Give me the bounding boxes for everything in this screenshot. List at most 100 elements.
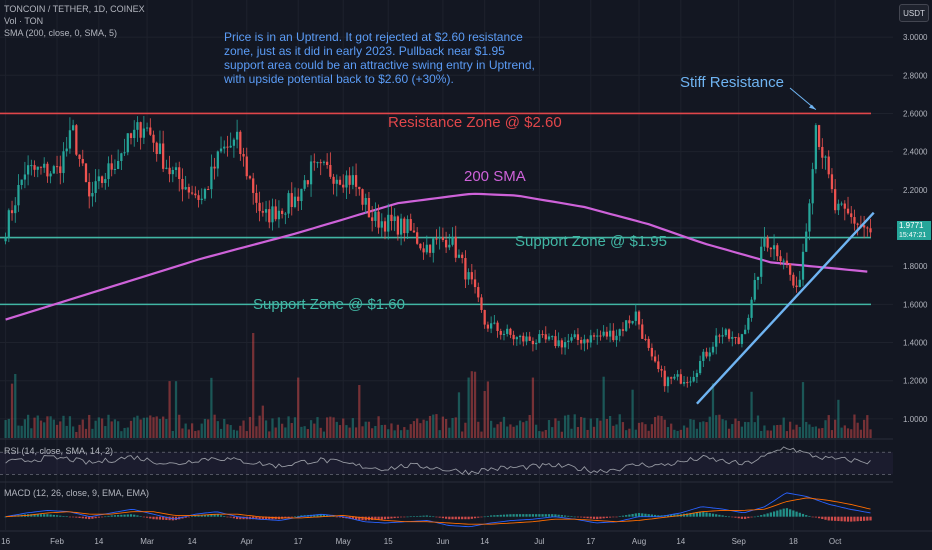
candle-body	[441, 237, 445, 240]
volume-bar	[313, 423, 316, 438]
candle-body	[149, 127, 152, 135]
candle-body	[496, 322, 499, 331]
macd-histogram-bar	[242, 516, 245, 520]
candle-body	[358, 186, 361, 190]
macd-histogram-bar	[342, 516, 345, 518]
candle-body	[84, 163, 88, 183]
price-axis-background	[893, 0, 932, 550]
candle-body	[203, 189, 207, 199]
macd-histogram-bar	[207, 514, 210, 517]
volume-bar	[245, 431, 248, 438]
candle-body	[785, 260, 789, 264]
macd-histogram-bar	[618, 516, 621, 517]
candle-body	[390, 214, 393, 222]
macd-histogram-bar	[621, 515, 625, 517]
candle-body	[419, 243, 422, 249]
candlesticks[interactable]	[4, 115, 872, 393]
candle-body	[316, 162, 319, 164]
macd-histogram-bar	[776, 510, 779, 517]
candle-body	[10, 210, 14, 214]
candle-body	[760, 246, 763, 277]
macd-histogram-bar	[36, 514, 39, 517]
macd-histogram-bar	[297, 515, 300, 517]
time-tick-label: Apr	[241, 537, 254, 546]
rsi-legend[interactable]: RSI (14, close, SMA, 14, 2)	[4, 446, 114, 456]
candle-body	[120, 153, 123, 161]
candle-body	[821, 146, 824, 158]
volume-bar	[489, 420, 493, 438]
volume-bar	[10, 383, 14, 438]
macd-histogram-bar	[184, 516, 187, 518]
macd-histogram-bar	[441, 516, 445, 519]
volume-bar	[39, 420, 43, 438]
candle-body	[602, 331, 605, 336]
macd-histogram-bar	[165, 516, 168, 520]
candle-body	[628, 320, 631, 324]
candle-body	[448, 244, 451, 248]
macd-histogram-bar	[493, 515, 496, 517]
candle-body	[798, 279, 801, 288]
volume-bar	[361, 426, 364, 438]
candle-body	[531, 340, 535, 345]
volume-bar	[814, 426, 817, 438]
volume-bar	[216, 421, 219, 438]
macd-legend[interactable]: MACD (12, 26, close, 9, EMA, EMA)	[4, 488, 150, 498]
volume-bar	[383, 424, 387, 438]
volume-legend[interactable]: Vol · TON	[4, 16, 44, 26]
volume-bar	[740, 426, 744, 438]
macd-histogram-bar	[644, 513, 647, 517]
volume-bar	[634, 429, 637, 438]
candle-body	[332, 176, 335, 184]
candle-body	[657, 361, 660, 370]
macd-histogram-bar	[335, 516, 338, 518]
sma-legend[interactable]: SMA (200, close, 0, SMA, 5)	[4, 28, 118, 38]
macd-histogram-bar	[419, 515, 422, 517]
volume-bar	[65, 425, 68, 438]
uptrend-line	[696, 211, 875, 405]
currency-button[interactable]: USDT	[899, 4, 929, 22]
time-tick-label: 16	[1, 537, 10, 546]
volume-bar	[708, 416, 711, 438]
macd-histogram-bar	[358, 516, 361, 520]
candle-body	[715, 335, 718, 347]
candle-body	[117, 160, 120, 169]
macd-histogram-bar	[432, 516, 435, 518]
candle-body	[493, 322, 496, 324]
volume-bar	[174, 381, 178, 438]
candle-body	[846, 208, 850, 214]
macd-histogram-bar	[226, 516, 229, 518]
candle-body	[792, 274, 795, 286]
macd-histogram-bar	[605, 516, 608, 518]
volume-bar	[113, 419, 117, 438]
volume-bar	[676, 430, 679, 438]
volume-bar	[322, 431, 326, 438]
macd-histogram-bar	[518, 514, 522, 517]
volume-bar	[428, 415, 432, 438]
macd-histogram-bar	[290, 516, 293, 518]
rsi-band	[0, 452, 893, 475]
candle-body	[338, 179, 342, 185]
macd-histogram-bar	[200, 515, 203, 517]
macd-histogram-bar	[100, 516, 104, 518]
candle-body	[367, 198, 371, 218]
macd-histogram-bar	[33, 514, 36, 517]
time-tick-label: Aug	[632, 537, 646, 546]
candle-body	[223, 146, 226, 149]
price-tick-label: 2.4000	[903, 148, 928, 157]
macd-histogram-bar	[567, 515, 570, 517]
candle-body	[94, 181, 97, 193]
volume-bar	[727, 428, 731, 438]
candle-body	[734, 337, 737, 339]
candle-body	[811, 169, 814, 204]
candle-body	[248, 176, 252, 179]
macd-histogram-bar	[509, 514, 512, 517]
macd-histogram-bar	[686, 513, 689, 517]
volume-bar	[181, 428, 184, 438]
macd-histogram-bar	[470, 516, 473, 519]
candle-body	[789, 263, 792, 275]
symbol-legend[interactable]: TONCOIN / TETHER, 1D, COINEX	[4, 4, 145, 14]
candle-body	[435, 238, 438, 240]
candle-body	[721, 335, 724, 337]
macd-histogram-bar	[753, 516, 756, 518]
